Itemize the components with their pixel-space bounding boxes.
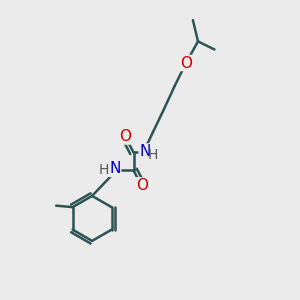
- Text: N: N: [139, 144, 151, 159]
- Text: O: O: [119, 129, 131, 144]
- Text: N: N: [109, 161, 121, 176]
- Text: H: H: [99, 163, 109, 176]
- Text: O: O: [136, 178, 148, 193]
- Text: H: H: [148, 148, 158, 162]
- Text: O: O: [180, 56, 192, 70]
